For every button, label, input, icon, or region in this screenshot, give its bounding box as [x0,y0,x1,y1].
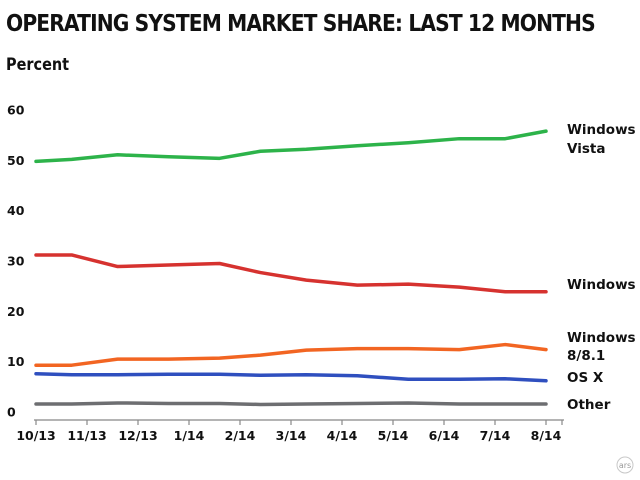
series-line-windows-xp [34,253,548,294]
ars-logo: ars [616,456,634,474]
y-tick-label: 50 [7,153,25,168]
series-label: OS X [567,370,604,386]
series-line-windows-7-vista [34,129,548,164]
series-lines [34,129,548,407]
y-tick-label: 0 [7,405,16,420]
x-tick-label: 5/14 [378,428,409,443]
x-tick-label: 12/13 [118,428,157,443]
series-label: Windows [567,330,636,346]
x-tick-label: 1/14 [174,428,205,443]
x-tick-label: 2/14 [225,428,256,443]
y-axis-ticks: 0 10 20 30 40 50 60 [7,103,25,420]
y-tick-label: 30 [7,254,25,269]
series-label: Windows XP [567,277,640,293]
x-tick-label: 11/13 [67,428,106,443]
series-label: Vista [567,141,605,157]
series-line-os-x [34,371,548,383]
x-tick-label: 7/14 [480,428,511,443]
y-tick-label: 40 [7,203,25,218]
x-tick-label: 8/14 [531,428,562,443]
series-line-other [34,401,548,407]
y-tick-label: 60 [7,103,25,118]
series-labels: Windows 7/Vista Windows XP Windows 8/8.1 OS … [567,122,640,413]
ars-logo-text: ars [619,461,631,470]
series-label: Other [567,397,611,413]
x-axis: 10/13 11/13 12/13 1/14 2/14 3/14 4/14 5/14 6/14 7… [16,419,564,443]
x-tick-label: 10/13 [16,428,55,443]
y-tick-label: 10 [7,354,25,369]
series-line-windows-8-8-1 [34,342,548,367]
series-label: 8/8.1 [567,348,605,364]
chart-subtitle: Percent [6,55,70,75]
y-tick-label: 20 [7,304,25,319]
x-tick-label: 3/14 [276,428,307,443]
x-tick-label: 6/14 [429,428,460,443]
chart-title: OPERATING SYSTEM MARKET SHARE: LAST 12 M… [6,11,596,37]
x-tick-label: 4/14 [327,428,358,443]
series-label: Windows 7/ [567,122,640,138]
